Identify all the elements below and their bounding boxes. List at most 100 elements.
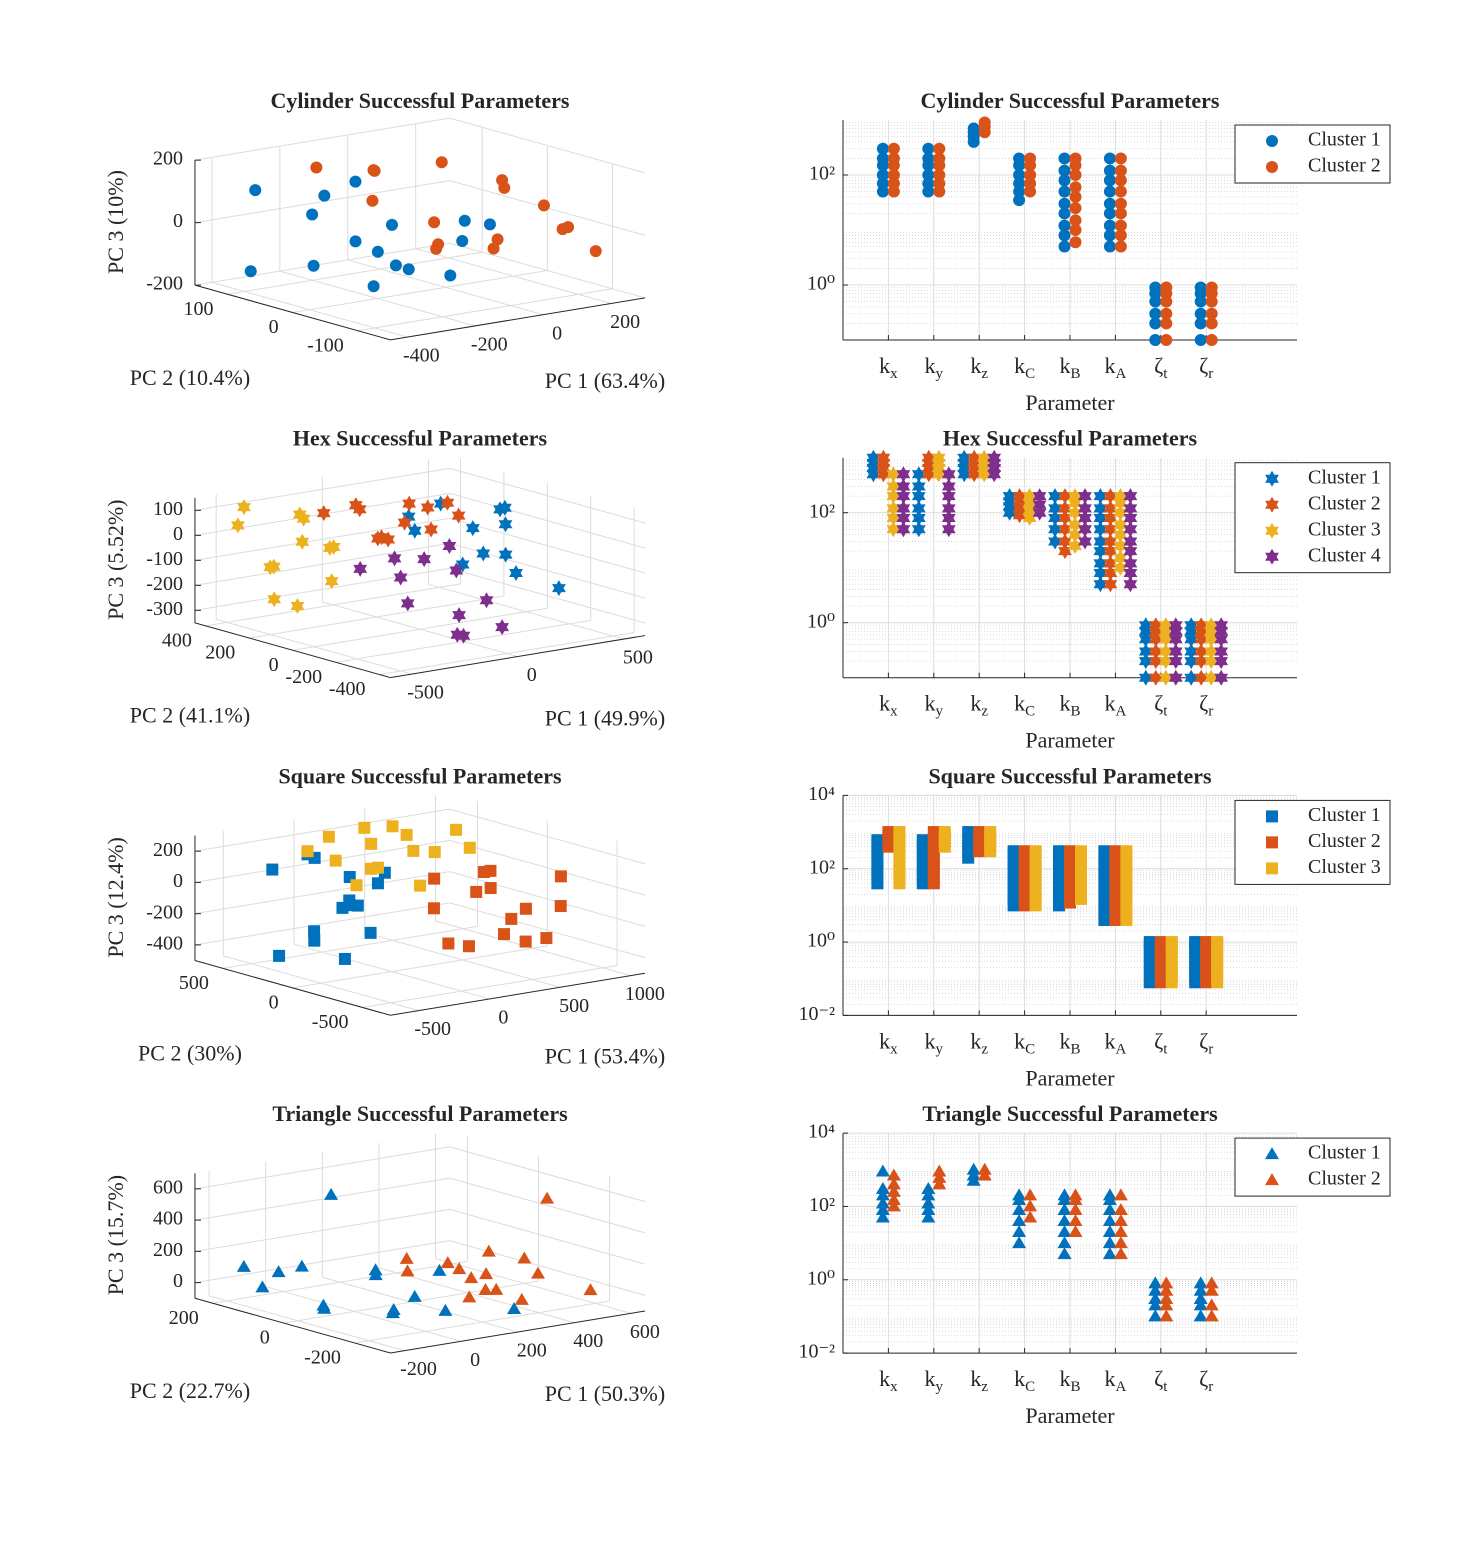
marker xyxy=(886,1199,901,1212)
grid-line xyxy=(194,808,450,852)
marker xyxy=(1114,152,1127,165)
x-tick-label: kx xyxy=(879,1366,898,1395)
x-tick-label-sub: y xyxy=(936,366,944,382)
marker xyxy=(1148,1309,1163,1322)
marker xyxy=(589,245,602,258)
z-tick-label: -300 xyxy=(146,598,183,620)
x-tick-label-base: ζ xyxy=(1199,1028,1208,1053)
x-tick-label-base: ζ xyxy=(1154,1366,1163,1391)
legend-label: Cluster 2 xyxy=(1308,492,1381,514)
marker xyxy=(896,488,911,505)
x-axis xyxy=(390,635,646,679)
marker xyxy=(514,1292,529,1305)
x-tick-label-base: k xyxy=(970,1028,981,1053)
marker xyxy=(452,1262,467,1275)
marker xyxy=(896,500,911,517)
marker xyxy=(916,834,929,847)
marker xyxy=(1058,207,1071,220)
grid-line xyxy=(378,1267,575,1324)
marker xyxy=(456,627,471,644)
grid-line xyxy=(249,595,504,639)
x-tick-label-sub: A xyxy=(1115,1380,1126,1396)
marker xyxy=(1103,229,1116,242)
marker xyxy=(911,500,926,517)
marker xyxy=(977,1162,992,1175)
legend-label: Cluster 1 xyxy=(1308,129,1381,151)
x-tick-label-sub: r xyxy=(1208,1042,1213,1058)
marker xyxy=(1193,1291,1208,1304)
marker xyxy=(1168,643,1183,660)
marker xyxy=(552,580,566,597)
marker xyxy=(244,265,257,278)
marker xyxy=(1123,543,1138,560)
marker xyxy=(371,877,384,890)
x-tick-label-base: k xyxy=(1104,691,1115,716)
marker xyxy=(1032,496,1047,513)
grid-line xyxy=(205,583,461,627)
x-tick-label: ζr xyxy=(1199,691,1213,720)
marker xyxy=(1123,488,1138,505)
marker xyxy=(1113,1236,1128,1249)
x-tick-label: ky xyxy=(925,691,944,720)
x-tick-label: kx xyxy=(879,1028,898,1057)
x-tick-label: kC xyxy=(1014,353,1035,382)
marker xyxy=(326,538,341,555)
marker xyxy=(896,466,911,483)
y-axis-label: PC 2 (10.4%) xyxy=(130,365,250,390)
marker xyxy=(886,1184,901,1197)
marker xyxy=(505,912,518,925)
x-axis-label: Parameter xyxy=(1025,1065,1115,1090)
marker xyxy=(1149,281,1162,294)
marker xyxy=(324,1187,339,1200)
marker xyxy=(324,573,339,590)
marker xyxy=(893,826,906,839)
marker xyxy=(351,899,364,912)
x-tick-label: 600 xyxy=(630,1321,660,1343)
marker xyxy=(1114,219,1127,232)
x-tick-label-sub: x xyxy=(890,1042,898,1058)
grid-line xyxy=(449,839,646,896)
marker xyxy=(1148,1298,1163,1311)
marker xyxy=(519,902,532,915)
x-axis-label: PC 1 (63.4%) xyxy=(545,368,665,393)
marker xyxy=(1160,317,1173,330)
marker xyxy=(483,218,496,231)
x-tick-label-base: k xyxy=(1059,1366,1070,1391)
marker xyxy=(352,501,367,518)
marker xyxy=(1103,240,1116,253)
grid-line xyxy=(265,1286,462,1342)
marker xyxy=(1123,500,1138,517)
x-tick-label: ζt xyxy=(1154,1366,1168,1395)
marker xyxy=(875,1188,890,1201)
marker xyxy=(1103,219,1116,232)
y-axis-label: PC 2 (41.1%) xyxy=(130,703,250,728)
marker xyxy=(428,216,441,229)
marker xyxy=(308,934,321,947)
grid-line xyxy=(222,925,478,969)
marker xyxy=(911,478,926,495)
marker xyxy=(1114,240,1127,253)
marker xyxy=(266,558,281,575)
marker xyxy=(1193,1298,1208,1311)
marker xyxy=(1103,565,1118,582)
marker xyxy=(583,1283,598,1296)
marker xyxy=(1103,510,1118,527)
x-tick-label-base: k xyxy=(1104,1366,1115,1391)
marker xyxy=(385,1306,400,1319)
x-tick-label: -200 xyxy=(400,1358,437,1380)
marker xyxy=(973,826,986,839)
x-tick-label-sub: t xyxy=(1163,366,1168,382)
marker xyxy=(495,619,510,636)
marker xyxy=(400,1264,415,1277)
marker xyxy=(1078,488,1092,505)
marker xyxy=(338,952,351,965)
marker xyxy=(896,478,911,495)
marker xyxy=(1012,1214,1027,1227)
marker xyxy=(427,902,440,915)
marker xyxy=(1114,207,1127,220)
x-tick-label-base: k xyxy=(925,691,936,716)
x-tick-label-sub: t xyxy=(1163,704,1168,720)
grid-line xyxy=(227,251,483,295)
marker xyxy=(554,900,567,913)
y-tick-label: 10⁰ xyxy=(807,610,835,632)
